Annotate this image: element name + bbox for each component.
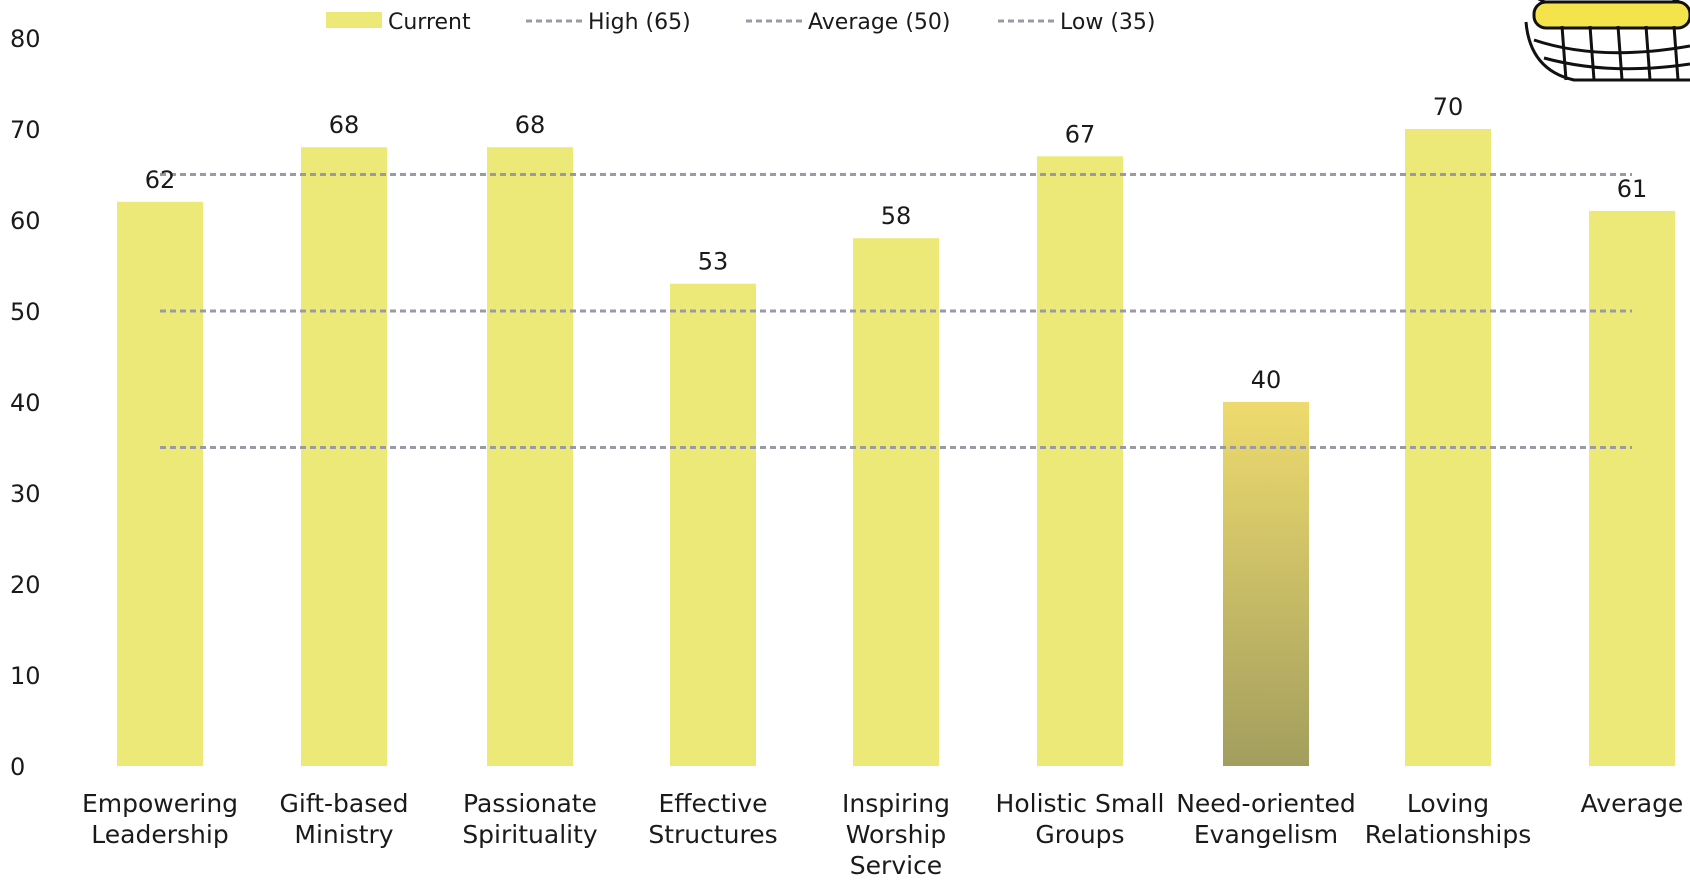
- bar: [670, 283, 756, 766]
- bar-value-label: 58: [881, 202, 912, 230]
- bar: [117, 201, 203, 767]
- legend-label: Low (35): [1060, 10, 1155, 35]
- bar-value-label: 53: [698, 248, 729, 276]
- y-tick-label: 70: [10, 116, 41, 144]
- bar: [1405, 129, 1491, 766]
- bars-group: [117, 129, 1675, 767]
- legend-swatch: [326, 12, 382, 28]
- legend-item-reference: High (65): [526, 10, 691, 35]
- bar-value-label: 70: [1433, 93, 1464, 121]
- category-label: Gift-based Ministry: [280, 789, 409, 849]
- category-label: Loving Relationships: [1365, 789, 1532, 849]
- category-label: Effective Structures: [648, 789, 777, 849]
- bar-value-label: 61: [1617, 175, 1648, 203]
- y-tick-label: 30: [10, 480, 41, 508]
- category-label: Passionate Spirituality: [462, 789, 598, 849]
- x-axis: Empowering Leadership Gift-based Ministry Pa…: [82, 789, 1683, 880]
- y-tick-label: 50: [10, 298, 41, 326]
- category-label: Empowering Leadership: [82, 789, 238, 849]
- y-tick-label: 80: [10, 25, 41, 53]
- y-axis: 0 10 20 30 40 50 60 70 80: [10, 25, 41, 781]
- bar-value-label: 40: [1251, 366, 1282, 394]
- bar-value-label: 62: [145, 166, 176, 194]
- bar: [853, 238, 939, 766]
- category-label: Need-oriented Evangelism: [1176, 789, 1356, 849]
- bar: [301, 147, 387, 766]
- reference-lines: [160, 173, 1632, 449]
- legend-item-reference: Average (50): [746, 10, 951, 35]
- value-labels: 62 68 68 53 58 67 40 70 61: [145, 93, 1648, 394]
- legend-label: Average (50): [808, 10, 951, 35]
- y-tick-label: 20: [10, 571, 41, 599]
- bar-value-label: 67: [1065, 120, 1096, 148]
- y-tick-label: 60: [10, 207, 41, 235]
- category-label: Average: [1581, 789, 1684, 818]
- legend-label: Current: [388, 10, 471, 35]
- y-tick-label: 0: [10, 753, 25, 781]
- legend: Current High (65) Average (50) Low (35): [326, 10, 1155, 35]
- bar: [1589, 210, 1675, 766]
- y-tick-label: 40: [10, 389, 41, 417]
- y-tick-label: 10: [10, 662, 41, 690]
- category-label: Holistic Small Groups: [996, 789, 1165, 849]
- bar: [487, 147, 573, 766]
- category-label: Inspiring Worship Service: [842, 789, 950, 880]
- bar-value-label: 68: [515, 111, 546, 139]
- bar-value-label: 68: [329, 111, 360, 139]
- bar: [1223, 402, 1309, 766]
- bar: [1037, 156, 1123, 767]
- legend-item-current: Current: [326, 10, 471, 35]
- basket-icon: [1524, 0, 1690, 82]
- legend-label: High (65): [588, 10, 691, 35]
- legend-item-reference: Low (35): [998, 10, 1155, 35]
